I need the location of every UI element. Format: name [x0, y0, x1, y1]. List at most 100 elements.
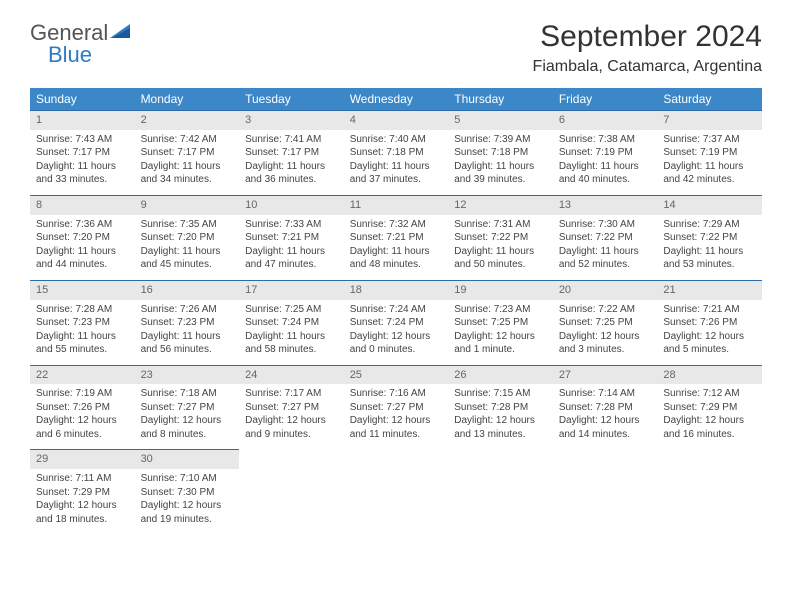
calendar-day-cell: 18Sunrise: 7:24 AMSunset: 7:24 PMDayligh…	[344, 280, 449, 365]
weekday-header: Thursday	[448, 88, 553, 111]
day-number: 25	[344, 366, 449, 385]
daylight-text: and 3 minutes.	[559, 343, 652, 357]
sunset-text: Sunset: 7:27 PM	[350, 401, 443, 415]
sunrise-text: Sunrise: 7:25 AM	[245, 303, 338, 317]
daylight-text: and 56 minutes.	[141, 343, 234, 357]
daylight-text: and 37 minutes.	[350, 173, 443, 187]
daylight-text: Daylight: 11 hours	[559, 245, 652, 259]
weekday-header: Saturday	[657, 88, 762, 111]
day-content: Sunrise: 7:14 AMSunset: 7:28 PMDaylight:…	[553, 384, 658, 449]
day-content: Sunrise: 7:37 AMSunset: 7:19 PMDaylight:…	[657, 130, 762, 195]
sunset-text: Sunset: 7:22 PM	[454, 231, 547, 245]
daylight-text: Daylight: 12 hours	[454, 330, 547, 344]
day-number: 18	[344, 281, 449, 300]
sunset-text: Sunset: 7:17 PM	[141, 146, 234, 160]
sunrise-text: Sunrise: 7:39 AM	[454, 133, 547, 147]
daylight-text: Daylight: 11 hours	[36, 245, 129, 259]
calendar-day-cell: 17Sunrise: 7:25 AMSunset: 7:24 PMDayligh…	[239, 280, 344, 365]
daylight-text: Daylight: 11 hours	[663, 245, 756, 259]
sunrise-text: Sunrise: 7:18 AM	[141, 387, 234, 401]
sunset-text: Sunset: 7:19 PM	[559, 146, 652, 160]
daylight-text: Daylight: 11 hours	[245, 245, 338, 259]
daylight-text: Daylight: 11 hours	[36, 160, 129, 174]
daylight-text: Daylight: 11 hours	[245, 160, 338, 174]
calendar-week-row: 29Sunrise: 7:11 AMSunset: 7:29 PMDayligh…	[30, 450, 762, 534]
day-number: 11	[344, 196, 449, 215]
daylight-text: and 44 minutes.	[36, 258, 129, 272]
daylight-text: Daylight: 12 hours	[36, 414, 129, 428]
calendar-day-cell: 3Sunrise: 7:41 AMSunset: 7:17 PMDaylight…	[239, 111, 344, 196]
day-content: Sunrise: 7:22 AMSunset: 7:25 PMDaylight:…	[553, 300, 658, 365]
daylight-text: and 50 minutes.	[454, 258, 547, 272]
daylight-text: and 53 minutes.	[663, 258, 756, 272]
day-content: Sunrise: 7:42 AMSunset: 7:17 PMDaylight:…	[135, 130, 240, 195]
day-content: Sunrise: 7:11 AMSunset: 7:29 PMDaylight:…	[30, 469, 135, 534]
calendar-week-row: 8Sunrise: 7:36 AMSunset: 7:20 PMDaylight…	[30, 195, 762, 280]
sunset-text: Sunset: 7:30 PM	[141, 486, 234, 500]
calendar-day-cell: 28Sunrise: 7:12 AMSunset: 7:29 PMDayligh…	[657, 365, 762, 450]
sunrise-text: Sunrise: 7:40 AM	[350, 133, 443, 147]
day-content: Sunrise: 7:24 AMSunset: 7:24 PMDaylight:…	[344, 300, 449, 365]
day-number: 28	[657, 366, 762, 385]
calendar-day-cell: 11Sunrise: 7:32 AMSunset: 7:21 PMDayligh…	[344, 195, 449, 280]
day-number: 21	[657, 281, 762, 300]
daylight-text: Daylight: 11 hours	[454, 245, 547, 259]
daylight-text: and 39 minutes.	[454, 173, 547, 187]
day-number: 2	[135, 111, 240, 130]
daylight-text: Daylight: 12 hours	[141, 499, 234, 513]
daylight-text: Daylight: 12 hours	[663, 330, 756, 344]
calendar-day-cell: 30Sunrise: 7:10 AMSunset: 7:30 PMDayligh…	[135, 450, 240, 534]
sunrise-text: Sunrise: 7:17 AM	[245, 387, 338, 401]
daylight-text: and 45 minutes.	[141, 258, 234, 272]
day-content: Sunrise: 7:41 AMSunset: 7:17 PMDaylight:…	[239, 130, 344, 195]
day-content: Sunrise: 7:16 AMSunset: 7:27 PMDaylight:…	[344, 384, 449, 449]
calendar-day-cell: 5Sunrise: 7:39 AMSunset: 7:18 PMDaylight…	[448, 111, 553, 196]
day-content: Sunrise: 7:43 AMSunset: 7:17 PMDaylight:…	[30, 130, 135, 195]
day-number: 9	[135, 196, 240, 215]
calendar-day-cell: 7Sunrise: 7:37 AMSunset: 7:19 PMDaylight…	[657, 111, 762, 196]
calendar-day-cell: 6Sunrise: 7:38 AMSunset: 7:19 PMDaylight…	[553, 111, 658, 196]
sunrise-text: Sunrise: 7:24 AM	[350, 303, 443, 317]
daylight-text: Daylight: 11 hours	[454, 160, 547, 174]
daylight-text: and 18 minutes.	[36, 513, 129, 527]
daylight-text: and 52 minutes.	[559, 258, 652, 272]
daylight-text: and 16 minutes.	[663, 428, 756, 442]
calendar-day-cell: 23Sunrise: 7:18 AMSunset: 7:27 PMDayligh…	[135, 365, 240, 450]
daylight-text: and 14 minutes.	[559, 428, 652, 442]
daylight-text: and 42 minutes.	[663, 173, 756, 187]
day-number: 24	[239, 366, 344, 385]
day-number: 26	[448, 366, 553, 385]
calendar-day-cell: 19Sunrise: 7:23 AMSunset: 7:25 PMDayligh…	[448, 280, 553, 365]
sunset-text: Sunset: 7:25 PM	[454, 316, 547, 330]
day-content: Sunrise: 7:10 AMSunset: 7:30 PMDaylight:…	[135, 469, 240, 534]
day-content: Sunrise: 7:38 AMSunset: 7:19 PMDaylight:…	[553, 130, 658, 195]
daylight-text: Daylight: 11 hours	[141, 330, 234, 344]
sunrise-text: Sunrise: 7:10 AM	[141, 472, 234, 486]
daylight-text: Daylight: 12 hours	[245, 414, 338, 428]
day-number: 22	[30, 366, 135, 385]
daylight-text: and 47 minutes.	[245, 258, 338, 272]
day-number: 17	[239, 281, 344, 300]
logo-line2: Blue	[30, 42, 92, 68]
sunrise-text: Sunrise: 7:32 AM	[350, 218, 443, 232]
daylight-text: Daylight: 11 hours	[245, 330, 338, 344]
day-content: Sunrise: 7:30 AMSunset: 7:22 PMDaylight:…	[553, 215, 658, 280]
title-block: September 2024 Fiambala, Catamarca, Arge…	[533, 20, 762, 76]
sunset-text: Sunset: 7:29 PM	[36, 486, 129, 500]
day-number: 10	[239, 196, 344, 215]
day-number: 13	[553, 196, 658, 215]
sunrise-text: Sunrise: 7:35 AM	[141, 218, 234, 232]
calendar-day-cell: 12Sunrise: 7:31 AMSunset: 7:22 PMDayligh…	[448, 195, 553, 280]
daylight-text: Daylight: 12 hours	[559, 414, 652, 428]
calendar-day-cell: 10Sunrise: 7:33 AMSunset: 7:21 PMDayligh…	[239, 195, 344, 280]
location: Fiambala, Catamarca, Argentina	[533, 58, 762, 76]
day-number: 19	[448, 281, 553, 300]
day-content: Sunrise: 7:12 AMSunset: 7:29 PMDaylight:…	[657, 384, 762, 449]
day-content: Sunrise: 7:28 AMSunset: 7:23 PMDaylight:…	[30, 300, 135, 365]
calendar-day-cell: 8Sunrise: 7:36 AMSunset: 7:20 PMDaylight…	[30, 195, 135, 280]
sunrise-text: Sunrise: 7:21 AM	[663, 303, 756, 317]
sunset-text: Sunset: 7:24 PM	[350, 316, 443, 330]
daylight-text: Daylight: 11 hours	[36, 330, 129, 344]
daylight-text: and 34 minutes.	[141, 173, 234, 187]
day-number: 4	[344, 111, 449, 130]
